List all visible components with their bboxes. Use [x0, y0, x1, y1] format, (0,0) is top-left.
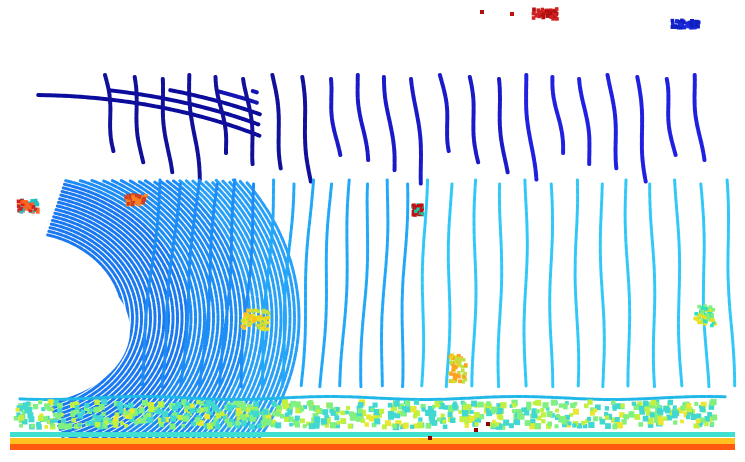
sensor-shadow — [0, 255, 130, 405]
upper-arc-segments — [103, 73, 707, 186]
object-clusters — [16, 7, 717, 384]
stray-points — [428, 10, 514, 440]
mid-field-scanlines — [140, 178, 737, 389]
vegetation-band — [13, 398, 718, 431]
near-red-strip — [10, 432, 735, 450]
ground-scan-line — [18, 395, 727, 401]
